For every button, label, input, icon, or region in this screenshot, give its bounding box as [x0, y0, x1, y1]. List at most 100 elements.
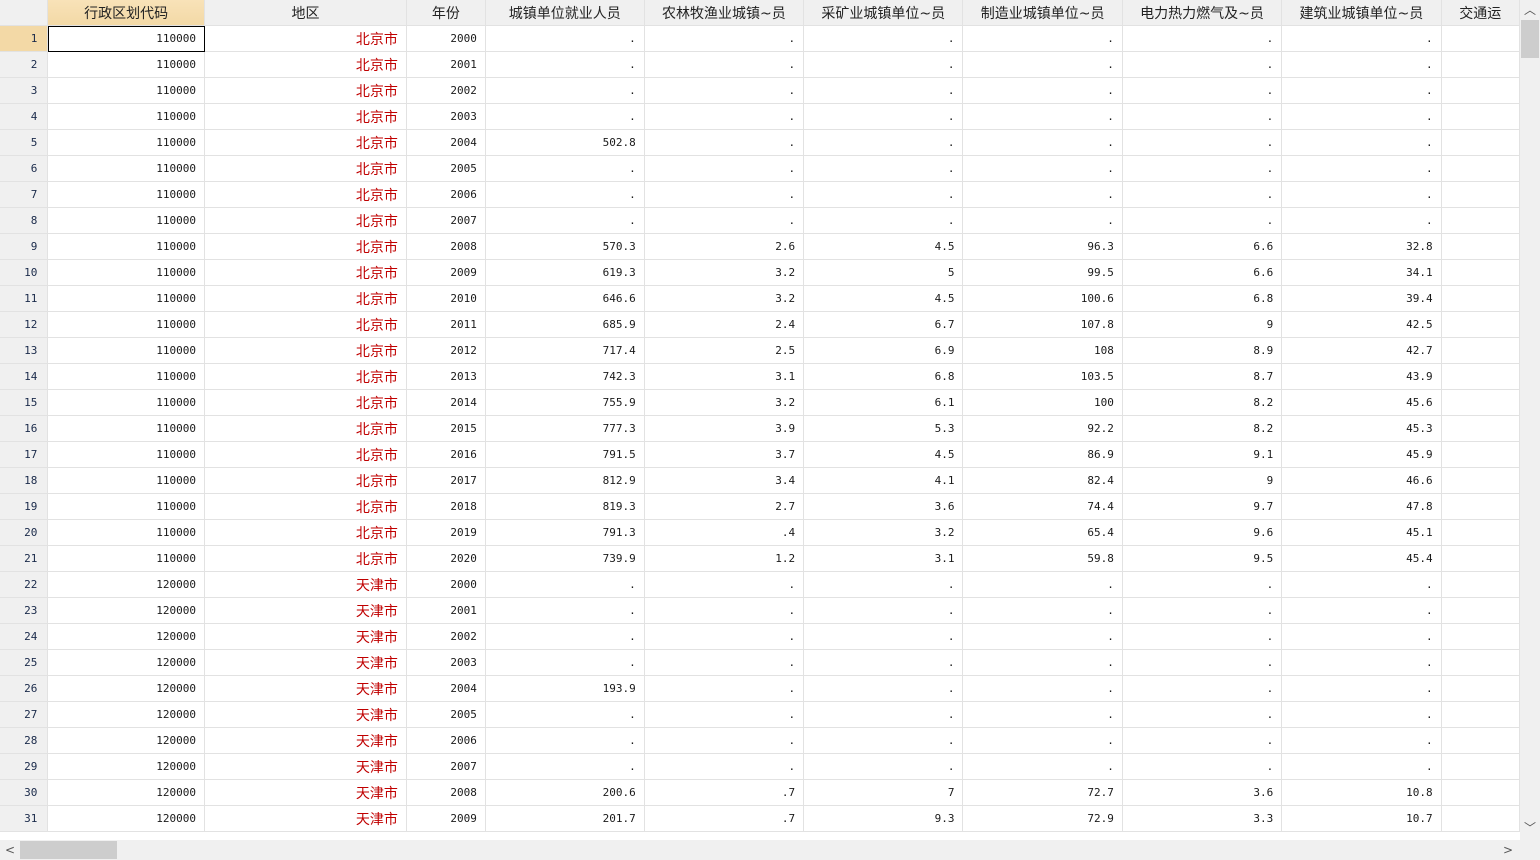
row-number[interactable]: 13 [0, 337, 49, 364]
cell[interactable]: 4.5 [803, 233, 964, 260]
cell[interactable]: 717.4 [485, 337, 645, 364]
cell[interactable]: 5.3 [803, 415, 964, 442]
cell[interactable]: 2014 [406, 389, 486, 416]
cell[interactable] [1441, 597, 1520, 624]
cell[interactable] [1441, 753, 1520, 780]
cell[interactable] [1441, 51, 1520, 78]
cell[interactable]: . [803, 207, 964, 234]
cell[interactable]: 2007 [406, 207, 486, 234]
cell[interactable]: 天津市 [204, 623, 407, 650]
row-number[interactable]: 31 [0, 805, 49, 832]
row-number[interactable]: 7 [0, 181, 49, 208]
cell[interactable]: 3.7 [644, 441, 805, 468]
cell[interactable]: . [803, 649, 964, 676]
cell[interactable]: 120000 [47, 571, 205, 598]
cell[interactable]: 120000 [47, 805, 205, 832]
cell[interactable]: 2018 [406, 493, 486, 520]
cell[interactable]: . [962, 181, 1123, 208]
cell[interactable]: 110000 [47, 493, 205, 520]
cell[interactable]: . [1122, 675, 1283, 702]
cell[interactable]: . [962, 649, 1123, 676]
cell[interactable]: . [962, 701, 1123, 728]
cell[interactable]: . [1281, 623, 1442, 650]
cell[interactable]: . [1122, 623, 1283, 650]
cell[interactable]: 2001 [406, 597, 486, 624]
cell[interactable]: 8.2 [1122, 389, 1283, 416]
cell[interactable]: 819.3 [485, 493, 645, 520]
cell[interactable] [1441, 103, 1520, 130]
cell[interactable]: 2005 [406, 701, 486, 728]
cell[interactable] [1441, 545, 1520, 572]
cell[interactable]: 北京市 [204, 51, 407, 78]
cell[interactable] [1441, 623, 1520, 650]
cell[interactable]: 2016 [406, 441, 486, 468]
cell[interactable]: . [962, 207, 1123, 234]
cell[interactable]: . [485, 51, 645, 78]
cell[interactable]: . [962, 597, 1123, 624]
row-number[interactable]: 11 [0, 285, 49, 312]
cell[interactable]: 65.4 [962, 519, 1123, 546]
cell[interactable]: 110000 [47, 363, 205, 390]
cell[interactable]: 2007 [406, 753, 486, 780]
cell[interactable]: 1.2 [644, 545, 805, 572]
cell[interactable]: 6.9 [803, 337, 964, 364]
cell[interactable]: 110000 [47, 415, 205, 442]
cell[interactable]: 2017 [406, 467, 486, 494]
cell[interactable]: . [803, 623, 964, 650]
cell[interactable]: . [962, 623, 1123, 650]
cell[interactable]: 9 [1122, 311, 1283, 338]
cell[interactable]: . [1281, 103, 1442, 130]
cell[interactable]: . [1122, 727, 1283, 754]
cell[interactable]: 120000 [47, 675, 205, 702]
row-number[interactable]: 18 [0, 467, 49, 494]
cell[interactable]: 777.3 [485, 415, 645, 442]
cell[interactable]: 3.2 [644, 389, 805, 416]
cell[interactable]: 天津市 [204, 753, 407, 780]
cell[interactable]: . [1281, 51, 1442, 78]
chevron-right-icon[interactable]: > [1502, 843, 1514, 857]
cell[interactable]: 59.8 [962, 545, 1123, 572]
cell[interactable]: . [1122, 753, 1283, 780]
cell[interactable]: . [962, 675, 1123, 702]
cell[interactable]: 2010 [406, 285, 486, 312]
cell[interactable]: . [485, 753, 645, 780]
cell[interactable]: 2.5 [644, 337, 805, 364]
row-number[interactable]: 15 [0, 389, 49, 416]
column-header[interactable]: 采矿业城镇单位~员 [803, 0, 964, 26]
cell[interactable]: . [644, 727, 805, 754]
cell[interactable]: . [1122, 155, 1283, 182]
column-header[interactable]: 建筑业城镇单位~员 [1281, 0, 1442, 26]
chevron-down-icon[interactable]: ﹀ [1523, 821, 1536, 835]
cell[interactable]: 201.7 [485, 805, 645, 832]
cell[interactable]: 110000 [47, 233, 205, 260]
cell[interactable]: . [962, 753, 1123, 780]
cell[interactable]: . [1122, 103, 1283, 130]
cell[interactable]: . [962, 25, 1123, 52]
row-number[interactable]: 19 [0, 493, 49, 520]
cell[interactable]: 45.3 [1281, 415, 1442, 442]
cell[interactable]: 8.2 [1122, 415, 1283, 442]
cell[interactable]: 46.6 [1281, 467, 1442, 494]
cell[interactable]: 2.4 [644, 311, 805, 338]
cell[interactable]: . [803, 77, 964, 104]
cell[interactable] [1441, 415, 1520, 442]
cell[interactable]: . [803, 675, 964, 702]
row-number[interactable]: 29 [0, 753, 49, 780]
cell[interactable]: . [644, 597, 805, 624]
cell[interactable]: 193.9 [485, 675, 645, 702]
cell[interactable]: 3.1 [644, 363, 805, 390]
cell[interactable]: 8.7 [1122, 363, 1283, 390]
cell[interactable]: 110000 [47, 181, 205, 208]
cell[interactable]: . [1281, 701, 1442, 728]
cell[interactable]: . [644, 207, 805, 234]
chevron-up-icon[interactable]: ︿ [1523, 3, 1536, 17]
cell[interactable]: 45.6 [1281, 389, 1442, 416]
cell[interactable]: . [1281, 129, 1442, 156]
cell[interactable]: . [1281, 649, 1442, 676]
cell[interactable]: . [962, 51, 1123, 78]
cell[interactable]: 45.1 [1281, 519, 1442, 546]
cell[interactable]: 755.9 [485, 389, 645, 416]
cell[interactable]: 39.4 [1281, 285, 1442, 312]
row-number[interactable]: 3 [0, 77, 49, 104]
cell[interactable]: . [644, 701, 805, 728]
